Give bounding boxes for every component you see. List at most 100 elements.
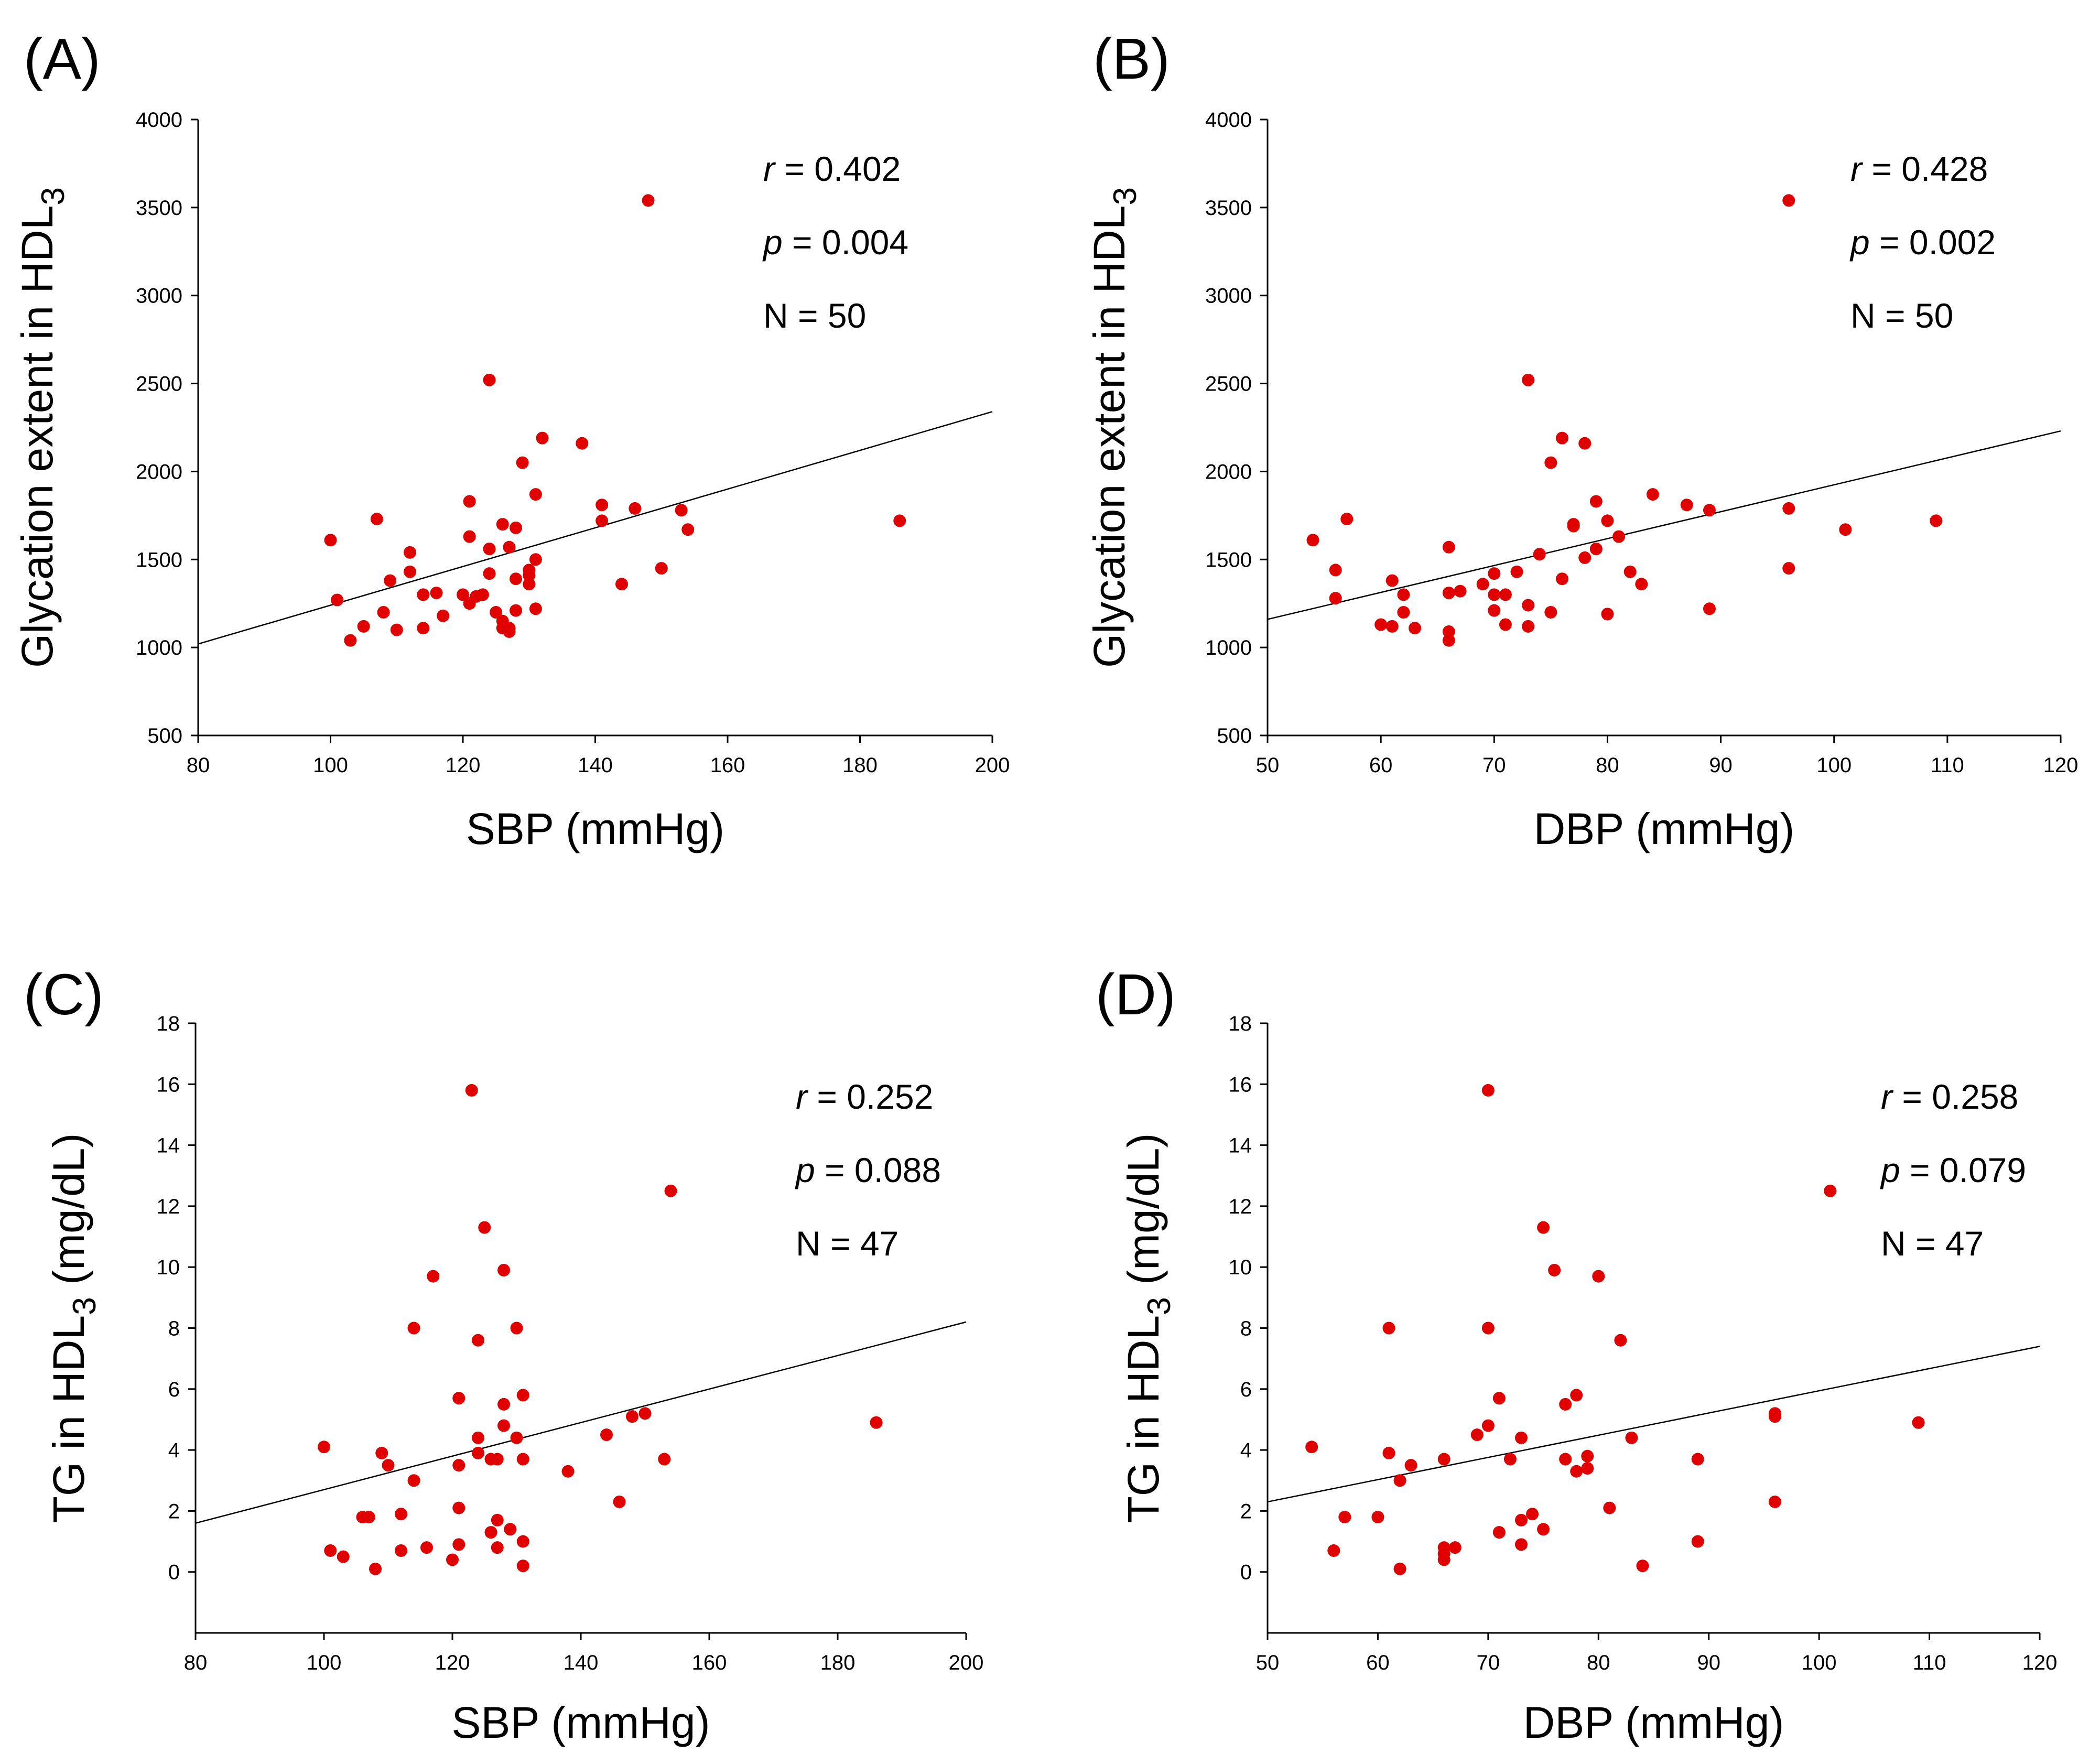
data-point xyxy=(510,1322,523,1335)
data-point xyxy=(642,194,655,207)
y-tick-label: 1000 xyxy=(136,636,182,659)
data-point xyxy=(638,1407,652,1420)
data-point xyxy=(1581,1449,1594,1463)
data-point xyxy=(1503,1453,1517,1466)
data-point xyxy=(629,502,642,515)
data-point xyxy=(1555,572,1568,586)
panel-label: (B) xyxy=(1093,27,1170,91)
y-tick-label: 16 xyxy=(1229,1073,1252,1096)
x-tick-label: 160 xyxy=(692,1651,727,1674)
data-point xyxy=(1522,599,1535,612)
y-axis-title-subscript: 3 xyxy=(67,1297,103,1315)
data-point xyxy=(1371,1511,1384,1524)
data-point xyxy=(600,1428,613,1442)
data-point xyxy=(344,634,357,647)
x-tick-label: 160 xyxy=(710,754,745,777)
x-tick-label: 70 xyxy=(1482,754,1506,777)
stat-r-symbol: r xyxy=(1850,149,1864,188)
panel-a: (A) 80 100 120 140 160 180 200 500 1000 1500 2000 25… xyxy=(13,27,1010,853)
x-tick-label: 80 xyxy=(187,754,210,777)
data-point xyxy=(1514,1431,1528,1444)
data-point xyxy=(523,578,536,591)
data-point xyxy=(1393,1562,1406,1575)
y-axis-title-subscript: 3 xyxy=(1141,1297,1177,1315)
data-point xyxy=(1782,562,1795,575)
y-tick-label: 14 xyxy=(157,1134,180,1157)
data-point xyxy=(1385,574,1399,587)
y-axis-title: TG in HDL3 (mg/dL) xyxy=(44,1133,103,1523)
data-point xyxy=(1592,1270,1605,1283)
data-point xyxy=(1768,1495,1781,1508)
data-point xyxy=(596,499,609,512)
data-point xyxy=(1397,606,1410,619)
x-tick-label: 140 xyxy=(578,754,613,777)
stat-r-symbol: r xyxy=(763,149,776,188)
data-point xyxy=(483,567,496,580)
y-tick-label: 6 xyxy=(168,1378,180,1401)
data-point xyxy=(484,1526,497,1539)
data-point xyxy=(1839,523,1852,536)
data-point xyxy=(529,488,542,501)
x-tick-label: 200 xyxy=(949,1651,984,1674)
stat-p-value: = 0.002 xyxy=(1870,223,1996,262)
data-point xyxy=(1488,567,1501,580)
x-tick-label: 200 xyxy=(975,754,1010,777)
data-point xyxy=(1442,625,1455,638)
data-point xyxy=(1510,565,1523,578)
data-point xyxy=(395,1544,407,1557)
data-point xyxy=(478,1221,491,1234)
data-point xyxy=(382,1459,395,1472)
stat-p-symbol: p xyxy=(1880,1151,1900,1189)
y-tick-label: 3500 xyxy=(1205,197,1252,220)
data-point xyxy=(1442,634,1455,647)
stat-n: N = 50 xyxy=(763,296,866,335)
data-point xyxy=(516,1535,529,1548)
data-point xyxy=(1327,1544,1340,1557)
data-point xyxy=(463,495,476,508)
data-point xyxy=(1329,564,1342,577)
y-tick-label: 2 xyxy=(168,1500,180,1523)
data-point xyxy=(1646,488,1659,501)
data-point xyxy=(337,1550,350,1563)
data-point xyxy=(331,593,344,607)
data-point xyxy=(1442,587,1455,600)
panel-label: (C) xyxy=(24,962,104,1027)
stat-p-value: = 0.004 xyxy=(783,223,908,262)
data-point xyxy=(1454,584,1467,598)
data-point xyxy=(1559,1453,1572,1466)
y-axis-title-main: Glycation extent in HDL xyxy=(13,205,62,668)
data-point xyxy=(1481,1322,1495,1335)
data-point xyxy=(1340,513,1354,526)
regression-line xyxy=(198,411,993,645)
data-point xyxy=(1589,543,1603,556)
x-tick-label: 120 xyxy=(446,754,481,777)
y-tick-label: 1500 xyxy=(1205,548,1252,571)
data-point xyxy=(1601,514,1614,527)
data-point xyxy=(1589,495,1603,508)
y-tick-label: 6 xyxy=(1240,1378,1252,1401)
data-point xyxy=(1305,1441,1318,1454)
data-point xyxy=(1691,1535,1704,1548)
y-tick-label: 12 xyxy=(1229,1195,1252,1218)
y-tick-label: 3000 xyxy=(1205,285,1252,308)
data-point xyxy=(1393,1474,1406,1487)
data-point xyxy=(497,1398,510,1411)
data-point xyxy=(1329,592,1342,605)
data-point xyxy=(1635,578,1648,591)
x-tick-label: 90 xyxy=(1697,1651,1720,1674)
y-axis-title-unit: (mg/dL) xyxy=(1119,1133,1168,1297)
data-point xyxy=(1548,1264,1561,1277)
data-point xyxy=(1514,1513,1528,1526)
data-point xyxy=(1567,518,1580,531)
data-point xyxy=(490,606,503,619)
data-point xyxy=(417,622,430,635)
y-tick-label: 3000 xyxy=(136,285,182,308)
data-point xyxy=(1614,1334,1627,1347)
y-axis-title: Glycation extent in HDL3 xyxy=(1085,187,1143,668)
data-point xyxy=(536,431,549,445)
data-point xyxy=(1437,1453,1450,1466)
stat-p-symbol: p xyxy=(1849,223,1870,262)
data-point xyxy=(407,1322,420,1335)
stat-p: p = 0.004 xyxy=(762,223,908,262)
data-point xyxy=(1514,1538,1528,1551)
